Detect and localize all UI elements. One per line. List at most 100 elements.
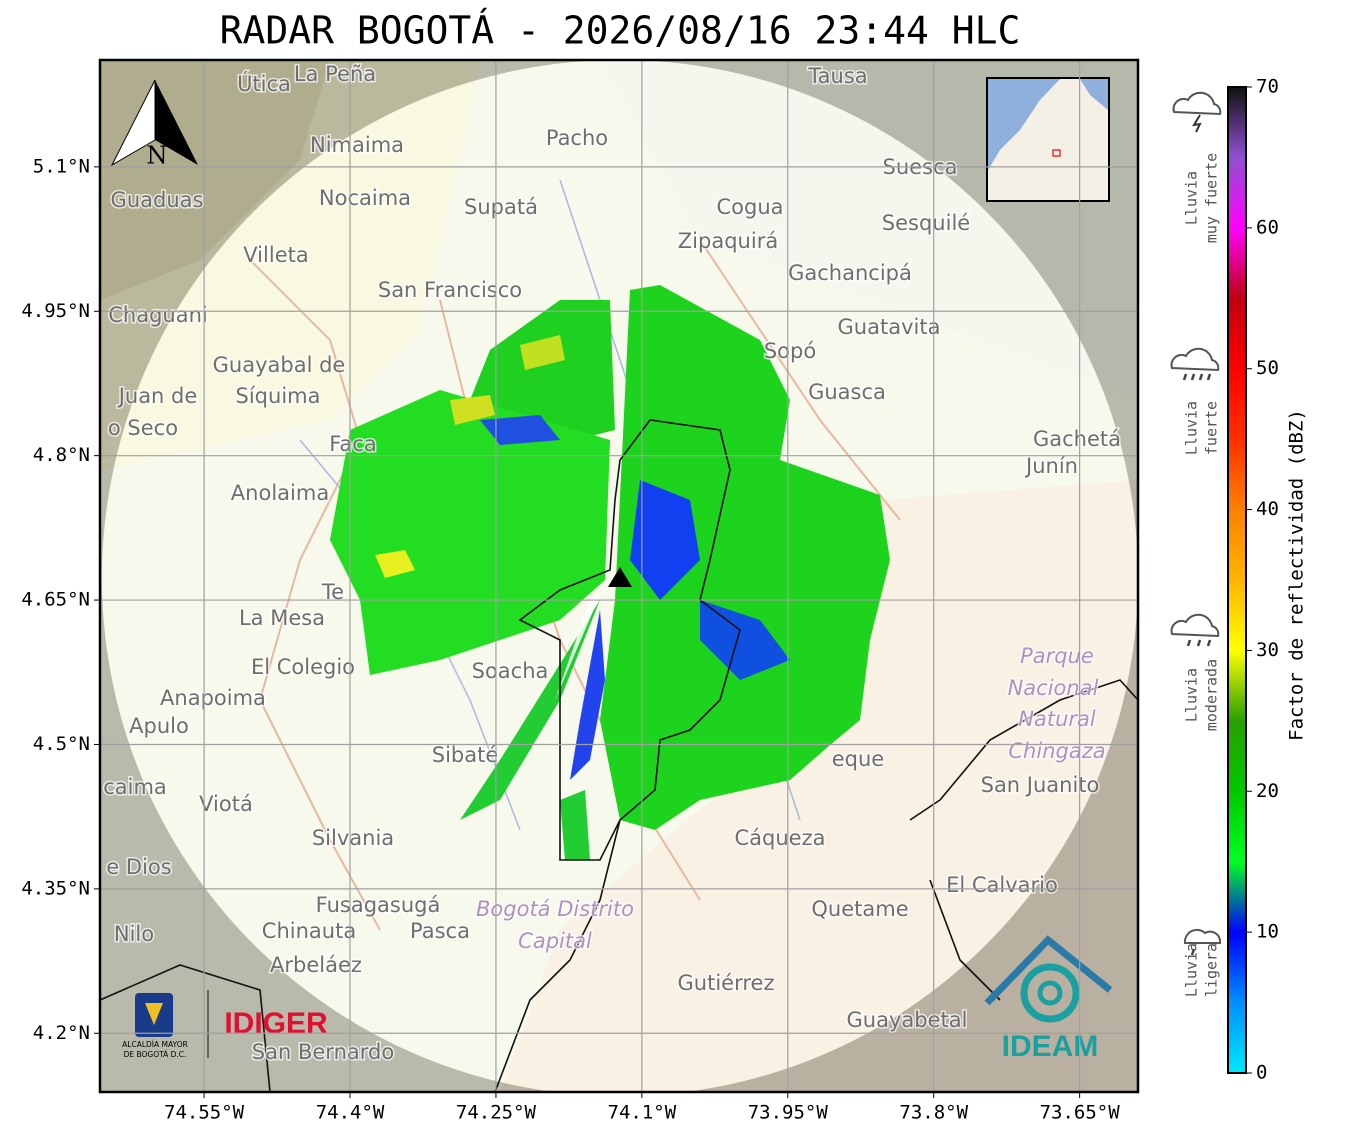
colorbar-tick-label: 70	[1256, 76, 1279, 98]
colorbar-tick-label: 60	[1256, 216, 1279, 238]
place-label: La Peña	[294, 62, 376, 86]
place-label: Guatavita	[838, 315, 941, 339]
place-label: Arbeláez	[270, 953, 362, 977]
legend-label: Lluvia	[1183, 171, 1201, 225]
y-tick-label: 4.2°N	[33, 1022, 90, 1044]
place-label: San Francisco	[378, 278, 522, 302]
place-label: Quetame	[811, 897, 908, 921]
place-label: Gachancipá	[788, 261, 912, 285]
y-tick-label: 4.5°N	[33, 733, 90, 755]
place-label: Apulo	[129, 714, 189, 738]
place-label: Guasca	[808, 380, 886, 404]
x-tick-label: 73.65°W	[1040, 1102, 1121, 1124]
place-label: Viotá	[199, 792, 253, 816]
map-frame	[98, 58, 1140, 1094]
place-label: San Bernardo	[252, 1040, 394, 1064]
alcaldia-text: ALCALDÍA MAYOR	[122, 1040, 188, 1049]
place-label: eque	[832, 747, 884, 771]
place-label: Pacho	[546, 126, 608, 150]
legend-label: Lluvia	[1183, 401, 1201, 455]
idiger-logo: IDIGER	[224, 1007, 328, 1040]
place-label: e Dios	[106, 855, 171, 879]
place-label: Tausa	[807, 64, 867, 88]
legend-label: muy fuerte	[1203, 153, 1221, 243]
place-label: Te	[321, 580, 344, 604]
colorbar	[1227, 86, 1247, 1074]
map: N ALCALDÍA MAYOR DE BOGOTÁ D.C. IDIGER I…	[100, 60, 1138, 1092]
place-label: Guayabetal	[847, 1008, 968, 1032]
colorbar-tick-label: 10	[1256, 921, 1279, 943]
place-label: Útica	[237, 71, 291, 96]
x-tick-label: 74.1°W	[608, 1102, 677, 1124]
ideam-logo: IDEAM	[1002, 1030, 1099, 1063]
y-tick-label: 4.95°N	[21, 300, 90, 322]
place-label: Bogotá Distrito	[476, 897, 634, 921]
alcaldia-text: DE BOGOTÁ D.C.	[124, 1050, 187, 1059]
inset-map	[986, 77, 1110, 202]
x-tick-label: 74.55°W	[164, 1102, 245, 1124]
place-label: Gutiérrez	[678, 971, 775, 995]
place-label: Nocaima	[319, 186, 411, 210]
place-label: Gachetá	[1033, 427, 1121, 451]
place-label: Chingaza	[1008, 739, 1105, 763]
legend-label: Lluvia	[1183, 943, 1201, 997]
y-tick-label: 4.8°N	[33, 444, 90, 466]
colorbar-tick-label: 0	[1256, 1062, 1267, 1084]
place-label: Parque	[1020, 644, 1094, 668]
y-tick-label: 4.65°N	[21, 589, 90, 611]
place-label: Nacional	[1008, 676, 1099, 700]
colorbar-tick-label: 40	[1256, 498, 1279, 520]
x-tick-label: 74.4°W	[316, 1102, 385, 1124]
legend-label: fuerte	[1203, 401, 1221, 455]
place-label: Juan de	[117, 384, 198, 408]
place-label: San Juanito	[981, 773, 1100, 797]
y-tick-label: 5.1°N	[33, 155, 90, 177]
title: RADAR BOGOTÁ - 2026/08/16 23:44 HLC	[220, 9, 1021, 53]
colorbar-tick-label: 50	[1256, 357, 1279, 379]
radar-echo	[330, 285, 890, 860]
place-label: Sesquilé	[882, 211, 970, 235]
place-label: Fusagasugá	[316, 893, 441, 917]
place-label: Anolaima	[231, 481, 329, 505]
place-label: caima	[103, 775, 167, 799]
place-label: Natural	[1018, 707, 1096, 731]
legend-label: moderada	[1203, 659, 1221, 731]
place-label: Anapoima	[160, 686, 266, 710]
legend-icons	[1170, 91, 1222, 956]
legend-label: ligera	[1203, 943, 1221, 997]
place-label: Capital	[518, 929, 592, 953]
place-label: La Mesa	[239, 606, 325, 630]
colorbar-tick-label: 30	[1256, 639, 1279, 661]
place-label: Nimaima	[310, 133, 404, 157]
place-label: Sibaté	[432, 743, 499, 767]
place-label: Junín	[1024, 454, 1078, 478]
x-tick-label: 73.8°W	[899, 1102, 968, 1124]
place-label: Nilo	[114, 922, 154, 946]
place-label: Supatá	[464, 195, 538, 219]
x-tick-label: 74.25°W	[456, 1102, 537, 1124]
place-label: Cáqueza	[735, 826, 826, 850]
place-label: Guayabal de	[213, 353, 346, 377]
x-tick-label: 73.95°W	[748, 1102, 829, 1124]
colorbar-tick-label: 20	[1256, 780, 1279, 802]
north-label: N	[147, 142, 168, 170]
place-label: Sopó	[764, 339, 816, 363]
legend-label: Lluvia	[1183, 668, 1201, 722]
place-label: Pasca	[410, 919, 470, 943]
place-label: o Seco	[108, 416, 178, 440]
north-arrow: N	[110, 79, 198, 170]
place-label: Síquima	[236, 384, 321, 408]
logos: ALCALDÍA MAYOR DE BOGOTÁ D.C. IDIGER IDE…	[122, 935, 1113, 1063]
place-label: Chaguani	[108, 303, 208, 327]
place-label: Soacha	[472, 659, 549, 683]
place-label: Faca	[329, 432, 376, 456]
colorbar-label: Factor de reflectividad (dBZ)	[1286, 409, 1308, 741]
y-tick-label: 4.35°N	[21, 877, 90, 899]
place-label: Guaduas	[111, 188, 204, 212]
place-label: El Calvario	[946, 873, 1058, 897]
place-label: Zipaquirá	[678, 229, 778, 253]
place-label: Chinauta	[262, 919, 356, 943]
place-label: El Colegio	[251, 655, 355, 679]
place-label: Villeta	[243, 243, 308, 267]
